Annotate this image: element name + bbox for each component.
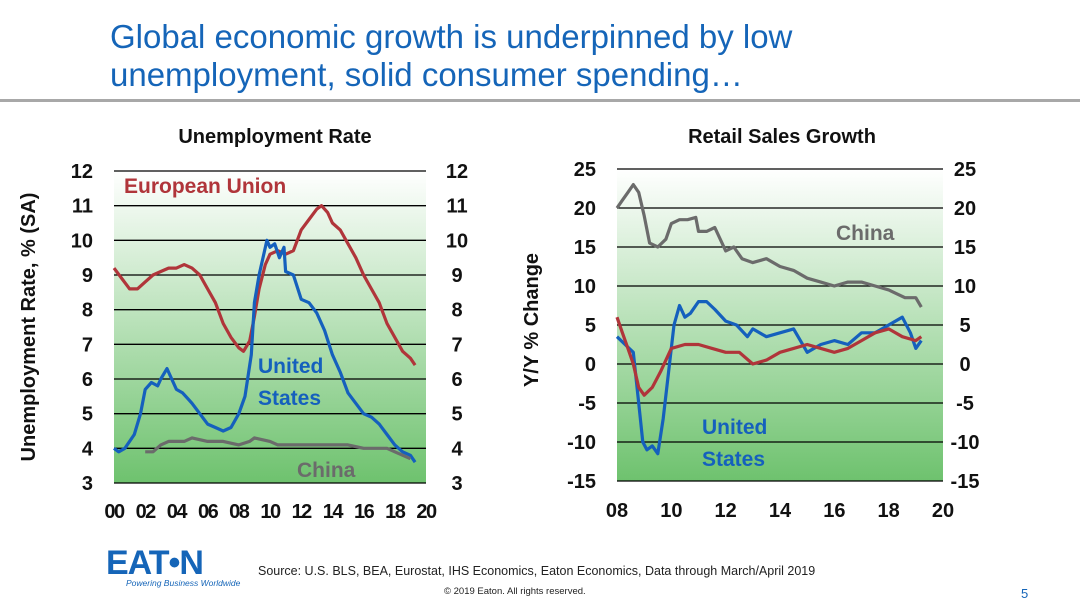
series-line-eu xyxy=(112,204,417,367)
x-tick-label: 10 xyxy=(660,500,682,522)
series-annotation-china: China xyxy=(297,459,356,482)
x-tick-label: 06 xyxy=(198,501,219,523)
y-tick-label-left: 6 xyxy=(82,369,93,391)
series-line-china xyxy=(615,183,923,308)
chart-title: Retail Sales Growth xyxy=(688,126,876,148)
logo-wordmark: EAT•N xyxy=(106,544,204,582)
y-tick-label-right: 3 xyxy=(451,473,462,495)
x-tick-label: 02 xyxy=(136,501,157,523)
x-tick-label: 18 xyxy=(385,501,406,523)
x-tick-label: 16 xyxy=(354,501,375,523)
y-tick-label-right: 11 xyxy=(446,196,467,218)
x-tick-label: 04 xyxy=(167,501,189,523)
y-tick-label-right: 4 xyxy=(451,438,463,460)
y-tick-label-right: 0 xyxy=(959,354,970,376)
y-tick-label-right: 8 xyxy=(451,300,462,322)
y-tick-label-right: 9 xyxy=(451,265,462,287)
plot-area-1 xyxy=(114,171,426,483)
y-tick-label-left: 20 xyxy=(574,198,596,220)
y-tick-label-left: 10 xyxy=(574,276,596,298)
y-tick-label-left: -5 xyxy=(578,393,596,415)
y-tick-label-left: 5 xyxy=(82,404,93,426)
x-tick-label: 08 xyxy=(606,500,628,522)
series-line-eu xyxy=(615,316,923,397)
x-tick-label: 20 xyxy=(416,501,437,523)
x-tick-label: 20 xyxy=(932,500,954,522)
y-tick-label-left: 4 xyxy=(82,438,94,460)
series-annotation-us: States xyxy=(702,448,765,471)
y-tick-label-left: 11 xyxy=(72,196,93,218)
y-tick-label-right: 6 xyxy=(451,369,462,391)
y-axis-label: Unemployment Rate, % (SA) xyxy=(18,193,40,462)
title-line-1: Global economic growth is underpinned by… xyxy=(110,18,793,55)
y-tick-label-left: 12 xyxy=(71,161,93,183)
series-line-china xyxy=(145,436,412,461)
series-annotation-us: United xyxy=(258,355,323,378)
x-tick-label: 10 xyxy=(260,501,281,523)
y-tick-label-right: 25 xyxy=(954,159,976,181)
title-divider xyxy=(0,99,1080,102)
title-line-2: unemployment, solid consumer spending… xyxy=(110,56,743,93)
y-tick-label-right: 10 xyxy=(954,276,976,298)
y-tick-label-right: 5 xyxy=(451,404,462,426)
y-tick-label-left: 0 xyxy=(585,354,596,376)
x-tick-label: 16 xyxy=(823,500,845,522)
y-tick-label-left: 7 xyxy=(82,334,93,356)
y-tick-label-left: 5 xyxy=(585,315,596,337)
series-line-us xyxy=(615,300,923,456)
copyright-note: © 2019 Eaton. All rights reserved. xyxy=(444,586,586,597)
series-annotation-eu: European Union xyxy=(124,175,286,198)
x-tick-label: 12 xyxy=(715,500,737,522)
x-tick-label: 00 xyxy=(104,501,125,523)
y-tick-label-right: 20 xyxy=(954,198,976,220)
x-tick-label: 14 xyxy=(323,501,345,523)
y-tick-label-right: 15 xyxy=(954,237,976,259)
x-tick-label: 18 xyxy=(878,500,900,522)
y-tick-label-left: 3 xyxy=(82,473,93,495)
y-tick-label-right: 7 xyxy=(451,334,462,356)
y-tick-label-right: 12 xyxy=(446,161,468,183)
source-note: Source: U.S. BLS, BEA, Eurostat, IHS Eco… xyxy=(258,564,816,578)
series-annotation-china: China xyxy=(836,222,895,245)
page-number: 5 xyxy=(1021,586,1029,601)
x-tick-label: 14 xyxy=(769,500,792,522)
y-tick-label-left: -15 xyxy=(567,471,596,493)
y-tick-label-right: -10 xyxy=(951,432,980,454)
y-tick-label-right: 10 xyxy=(446,230,468,252)
y-tick-label-left: 9 xyxy=(82,265,93,287)
logo-tagline: Powering Business Worldwide xyxy=(126,578,241,588)
y-tick-label-left: 10 xyxy=(71,230,93,252)
y-axis-label: Y/Y % Change xyxy=(521,253,543,387)
series-annotation-us: United xyxy=(702,416,767,439)
charts-canvas: Unemployment Rate Unemployment Rate, % (S… xyxy=(18,126,980,523)
x-tick-label: 12 xyxy=(292,501,313,523)
x-tick-label: 08 xyxy=(229,501,250,523)
page-title: Global economic growth is underpinned by… xyxy=(110,18,1010,94)
y-tick-label-right: 5 xyxy=(959,315,970,337)
y-tick-label-left: -10 xyxy=(567,432,596,454)
y-tick-label-left: 15 xyxy=(574,237,596,259)
y-tick-label-right: -5 xyxy=(956,393,974,415)
series-annotation-us: States xyxy=(258,387,321,410)
y-tick-label-left: 25 xyxy=(574,159,596,181)
y-tick-label-left: 8 xyxy=(82,300,93,322)
eaton-logo: EAT•N Powering Business Worldwide xyxy=(104,544,254,592)
series-line-us xyxy=(113,238,417,464)
y-tick-label-right: -15 xyxy=(951,471,980,493)
chart-title: Unemployment Rate xyxy=(178,126,371,148)
